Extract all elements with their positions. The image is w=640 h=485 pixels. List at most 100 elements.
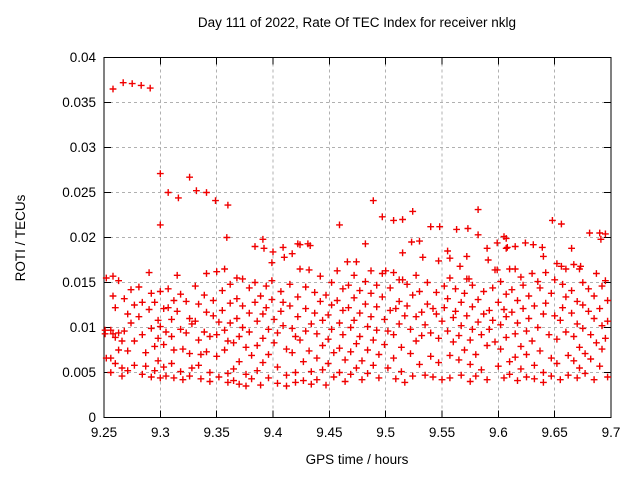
data-point <box>514 319 521 327</box>
data-point <box>525 315 533 322</box>
data-point <box>596 362 604 370</box>
data-point <box>257 381 264 389</box>
data-point <box>156 170 164 177</box>
data-point <box>160 363 168 371</box>
data-point <box>593 339 600 347</box>
data-point <box>288 250 296 258</box>
y-tick-label: 0.015 <box>62 275 96 290</box>
data-point <box>457 371 465 379</box>
data-point <box>257 292 264 300</box>
data-point <box>213 352 221 360</box>
data-point <box>457 298 465 306</box>
data-point <box>288 325 296 332</box>
data-point <box>170 297 178 304</box>
data-point <box>186 173 193 181</box>
data-point <box>378 270 386 277</box>
data-point <box>124 347 132 355</box>
data-point <box>319 316 326 324</box>
x-tick-label: 9.6 <box>489 425 508 440</box>
data-point <box>433 289 440 296</box>
data-point <box>581 370 589 377</box>
data-point <box>324 335 332 343</box>
data-point <box>168 316 175 323</box>
data-point <box>168 333 175 340</box>
data-point <box>324 311 332 319</box>
data-point <box>151 343 159 350</box>
data-point <box>259 235 267 243</box>
data-point <box>446 254 454 262</box>
data-point <box>378 293 386 301</box>
data-point <box>540 369 547 376</box>
data-point <box>253 317 261 325</box>
data-point <box>188 364 196 372</box>
data-point <box>559 280 566 288</box>
data-point <box>206 369 214 376</box>
data-point <box>193 187 200 195</box>
data-point <box>336 221 343 229</box>
data-point <box>177 325 184 333</box>
data-point <box>551 276 559 284</box>
data-point <box>449 338 457 346</box>
data-point <box>341 378 349 385</box>
data-point <box>373 303 381 311</box>
data-point <box>307 368 315 375</box>
data-point <box>469 303 476 311</box>
data-point <box>494 362 502 370</box>
data-point <box>173 307 181 315</box>
data-point <box>154 316 162 324</box>
data-point <box>109 85 117 93</box>
data-point <box>269 248 277 256</box>
data-point <box>177 368 184 375</box>
data-point <box>519 281 527 289</box>
data-point <box>547 372 555 380</box>
data-point <box>502 290 510 298</box>
data-point <box>529 241 537 249</box>
data-point <box>395 276 403 284</box>
data-point <box>115 329 122 337</box>
data-point <box>478 366 485 374</box>
data-point <box>485 325 493 333</box>
data-point <box>151 298 159 306</box>
data-point <box>304 240 312 248</box>
axis-ticks <box>103 57 612 418</box>
data-point <box>562 328 570 336</box>
data-point <box>489 316 497 324</box>
chart-title: Day 111 of 2022, Rate Of TEC Index for r… <box>198 15 516 30</box>
data-point <box>209 297 217 304</box>
data-point <box>585 307 592 315</box>
data-point <box>350 294 358 302</box>
data-point <box>294 313 302 321</box>
data-point <box>440 304 448 312</box>
data-point <box>418 308 426 316</box>
data-point <box>353 258 360 266</box>
data-point <box>212 197 219 204</box>
data-point <box>118 337 126 345</box>
data-point <box>119 79 127 87</box>
data-point <box>384 364 392 372</box>
data-point <box>497 278 504 285</box>
data-point <box>274 379 281 387</box>
y-tick-label: 0.025 <box>62 185 96 200</box>
data-point <box>536 284 544 292</box>
data-point <box>233 274 241 282</box>
data-point <box>107 354 115 362</box>
data-point <box>128 80 136 87</box>
data-point <box>598 322 606 330</box>
data-point <box>502 334 510 341</box>
data-point <box>356 287 364 294</box>
data-point <box>102 274 110 282</box>
data-point <box>156 221 164 229</box>
data-point <box>154 334 162 342</box>
data-point <box>179 345 187 353</box>
data-point <box>403 280 411 288</box>
data-point <box>345 281 352 289</box>
data-point <box>259 334 267 342</box>
data-point <box>491 338 499 346</box>
data-point <box>416 237 423 245</box>
data-point <box>412 271 420 279</box>
data-point <box>395 298 403 305</box>
data-point <box>307 320 315 328</box>
data-point <box>604 297 611 304</box>
data-point <box>245 309 253 317</box>
